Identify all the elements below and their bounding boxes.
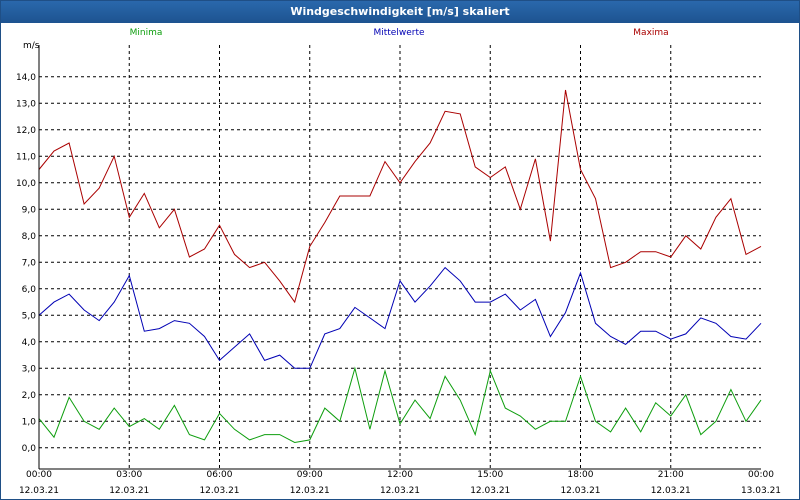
x-tick-date: 12.03.21 (560, 486, 600, 496)
y-tick-label: 4,0 (22, 338, 37, 348)
y-tick-label: 0,0 (22, 444, 37, 454)
x-tick-time: 03:00 (116, 470, 142, 480)
y-tick-label: 5,0 (22, 311, 37, 321)
legend-maxima: Maxima (633, 28, 668, 38)
x-tick-time: 00:00 (26, 470, 52, 480)
y-tick-label: 14,0 (16, 73, 36, 83)
x-tick-date: 13.03.21 (741, 486, 781, 496)
x-tick-time: 18:00 (568, 470, 594, 480)
x-tick-date: 12.03.21 (109, 486, 149, 496)
y-tick-label: 10,0 (16, 179, 36, 189)
y-tick-label: 11,0 (16, 152, 36, 162)
x-tick-date: 12.03.21 (19, 486, 59, 496)
x-tick-time: 09:00 (297, 470, 323, 480)
x-tick-date: 12.03.21 (470, 486, 510, 496)
y-tick-label: 7,0 (22, 258, 37, 268)
series-layer (38, 89, 762, 444)
y-tick-label: 1,0 (22, 417, 37, 427)
y-tick-label: 8,0 (22, 232, 37, 242)
y-tick-labels: 0,0 1,0 2,0 3,0 4,0 5,0 6,0 7,0 8,0 9,0 10,0 11,0 12… (16, 73, 36, 454)
y-tick-label: 2,0 (22, 391, 37, 401)
legend-mittelwerte: Mittelwerte (373, 28, 424, 38)
series-minima-line (38, 366, 762, 444)
x-tick-date: 12.03.21 (380, 486, 420, 496)
x-tick-time: 21:00 (658, 470, 684, 480)
chart-svg: 0,0 1,0 2,0 3,0 4,0 5,0 6,0 7,0 8,0 9,0 10,0 11,0 12… (16, 28, 781, 496)
y-tick-label: 12,0 (16, 126, 36, 136)
window-title: Windgeschwindigkeit [m/s] skaliert (1, 1, 799, 23)
x-tick-time: 00:00 (748, 470, 774, 480)
x-tick-time: 12:00 (387, 470, 413, 480)
x-tick-date: 12.03.21 (651, 486, 691, 496)
series-maxima-line (38, 89, 762, 304)
y-tick-label: 6,0 (22, 285, 37, 295)
y-tick-label: 9,0 (22, 205, 37, 215)
x-tick-date: 12.03.21 (199, 486, 239, 496)
x-tick-time: 15:00 (477, 470, 503, 480)
y-axis-unit-label: m/s (23, 41, 40, 51)
legend-minima: Minima (130, 28, 163, 38)
x-tick-labels: 00:00 12.03.21 03:00 12.03.21 06:00 12.03.21 0… (19, 470, 781, 496)
y-tick-label: 3,0 (22, 364, 37, 374)
x-tick-time: 06:00 (207, 470, 233, 480)
y-tick-label: 13,0 (16, 99, 36, 109)
series-mittelwerte-line (38, 266, 762, 369)
x-tick-date: 12.03.21 (290, 486, 330, 496)
